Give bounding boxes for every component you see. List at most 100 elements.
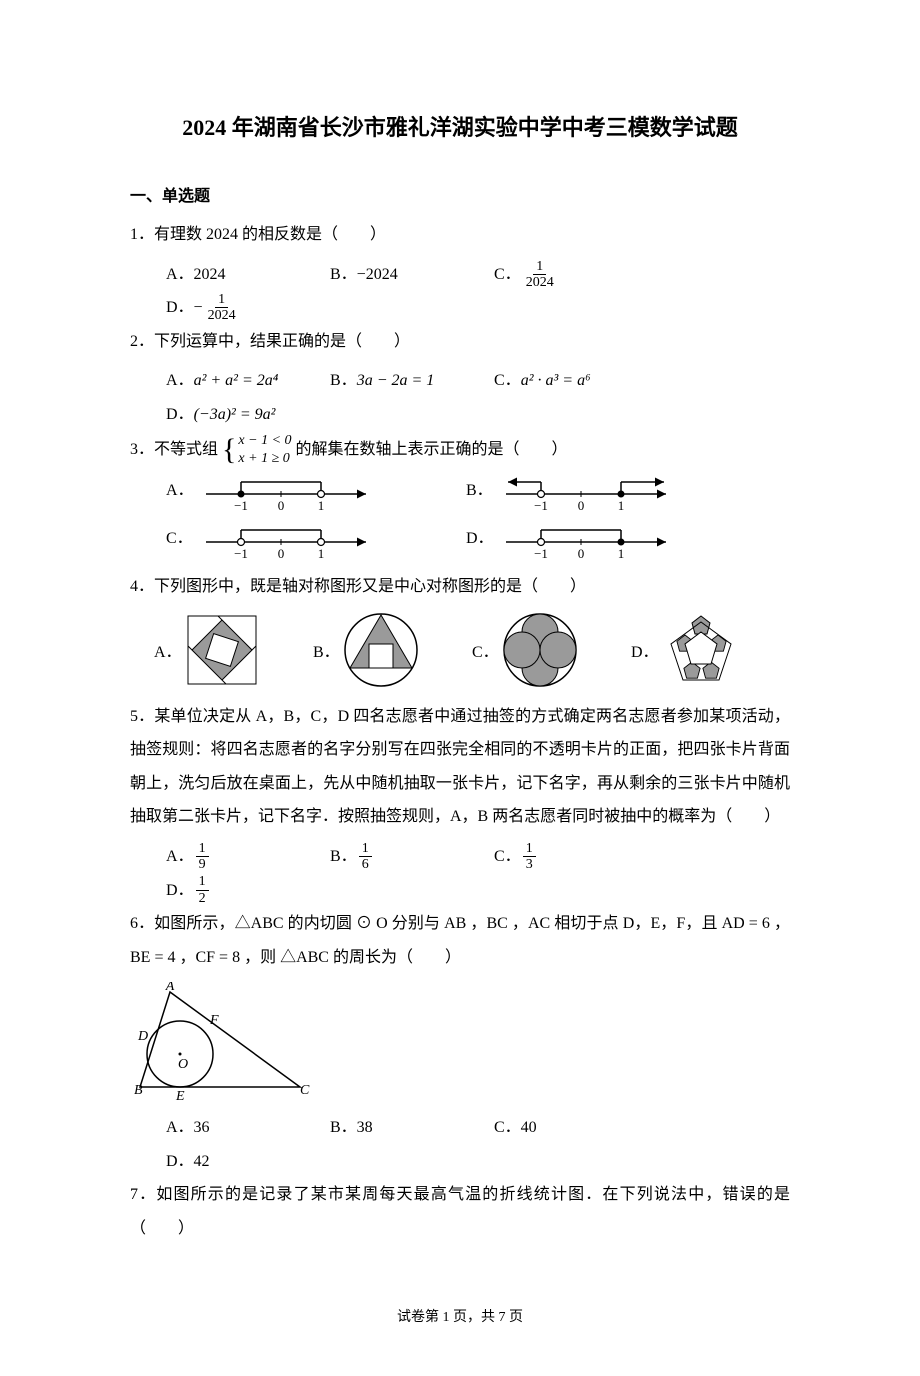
q5-stem: 5．某单位决定从 A，B，C，D 四名志愿者中通过抽签的方式确定两名志愿者参加某… [130,700,790,834]
q2-b-math: 3a − 2a = 1 [357,364,435,398]
q1-option-b: B．−2024 [330,258,490,292]
q5-d-num: 1 [196,874,209,890]
q5-d-pre: D． [166,874,194,908]
numberline-c-icon: −1 0 1 [196,522,376,564]
q3-label-b: B． [466,474,496,500]
q3-cell-d: D． −1 0 1 [466,522,766,564]
q5-a-pre: A． [166,840,194,874]
q2-options: A．a² + a² = 2a⁴ B．3a − 2a = 1 C．a² · a³ … [166,364,790,431]
svg-text:D: D [137,1029,148,1044]
q2-d-label: D． [166,398,194,432]
q6-options: A．36 B．38 C．40 D．42 [166,1111,790,1178]
svg-text:−1: −1 [234,498,248,513]
symmetry-b-icon [341,610,421,690]
q1-option-d: D．− 1 2024 [166,291,316,325]
q5-a-frac: 19 [196,841,209,873]
q3-cell-c: C． −1 0 1 [166,522,466,564]
q4-cell-d: D． [631,610,790,690]
q3-label-c: C． [166,522,196,548]
q1-option-c: C． 1 2024 [494,258,664,292]
q1-stem: 1．有理数 2024 的相反数是（ ） [130,218,790,252]
q5-b-pre: B． [330,840,357,874]
q5-c-num: 1 [523,841,536,857]
q5-b-den: 6 [359,857,372,872]
svg-text:0: 0 [578,498,585,513]
q5-a-num: 1 [196,841,209,857]
section-heading-1: 一、单选题 [130,182,790,206]
q3-ineq-2: x + 1 ≥ 0 [238,450,291,468]
q7-stem: 7．如图所示的是记录了某市某周每天最高气温的折线统计图．在下列说法中，错误的是（… [130,1178,790,1245]
q3-system: { x − 1 < 0 x + 1 ≥ 0 [222,432,292,468]
page-title: 2024 年湖南省长沙市雅礼洋湖实验中学中考三模数学试题 [130,110,790,142]
svg-text:C: C [300,1083,310,1098]
q2-b-label: B． [330,364,357,398]
q2-d-math: (−3a)² = 9a² [194,398,276,432]
q1-option-a: A．2024 [166,258,326,292]
q2-a-math: a² + a² = 2a⁴ [194,364,279,398]
q6-option-c: C．40 [494,1111,664,1145]
svg-text:0: 0 [278,498,285,513]
q3-cell-a: A． −1 0 1 [166,474,466,516]
svg-text:1: 1 [318,546,325,561]
svg-text:O: O [178,1057,188,1072]
q5-options: A． 19 B． 16 C． 13 D． 12 [166,840,790,907]
q1-c-prefix: C． [494,258,521,292]
q4-cell-a: A． [154,610,313,690]
q1-c-num: 1 [533,259,546,275]
q4-cell-c: C． [472,610,631,690]
svg-text:−1: −1 [534,546,548,561]
q5-option-d: D． 12 [166,874,316,908]
symmetry-c-icon [500,610,580,690]
q4-label-d: D． [631,638,659,662]
q2-option-b: B．3a − 2a = 1 [330,364,490,398]
q3-stem-pre: 3．不等式组 [130,440,218,457]
q3-ineq-1: x − 1 < 0 [238,432,291,450]
q2-option-c: C．a² · a³ = a⁶ [494,364,664,398]
q6-option-a: A．36 [166,1111,326,1145]
q3-row-cd: C． −1 0 1 D． [166,522,790,564]
symmetry-a-icon [182,610,262,690]
q2-option-d: D．(−3a)² = 9a² [166,398,316,432]
triangle-incircle-icon: A B C D E F O [130,982,310,1102]
q4-options: A． B． C． [154,610,790,690]
q5-a-den: 9 [196,857,209,872]
q2-stem: 2．下列运算中，结果正确的是（ ） [130,325,790,359]
q2-a-label: A． [166,364,194,398]
exam-page: 2024 年湖南省长沙市雅礼洋湖实验中学中考三模数学试题 一、单选题 1．有理数… [0,0,920,1376]
q6-figure: A B C D E F O [130,982,790,1107]
q4-cell-b: B． [313,610,472,690]
q3-label-a: A． [166,474,196,500]
q5-b-num: 1 [359,841,372,857]
svg-text:B: B [134,1083,143,1098]
q4-label-a: A． [154,638,182,662]
q2-option-a: A．a² + a² = 2a⁴ [166,364,326,398]
left-brace-icon: { [222,435,236,465]
q1-c-den: 2024 [523,275,557,290]
q5-option-a: A． 19 [166,840,326,874]
q1-d-den: 2024 [205,308,239,323]
q1-d-prefix: D．− [166,291,203,325]
q5-option-c: C． 13 [494,840,664,874]
q3-row-ab: A． −1 0 1 B． [166,474,790,516]
svg-text:1: 1 [618,546,625,561]
svg-text:−1: −1 [534,498,548,513]
numberline-b-icon: −1 0 1 [496,474,676,516]
q3-cell-b: B． −1 0 1 [466,474,766,516]
q2-c-math: a² · a³ = a⁶ [521,364,591,398]
symmetry-d-icon [659,610,743,690]
q5-d-frac: 12 [196,874,209,906]
q1-d-fraction: 1 2024 [205,292,239,324]
q3-stem: 3．不等式组 { x − 1 < 0 x + 1 ≥ 0 的解集在数轴上表示正确… [130,432,790,468]
svg-text:1: 1 [618,498,625,513]
svg-text:E: E [175,1089,185,1102]
q1-d-num: 1 [215,292,228,308]
svg-text:0: 0 [278,546,285,561]
q1-c-fraction: 1 2024 [523,259,557,291]
q2-c-label: C． [494,364,521,398]
q6-option-b: B．38 [330,1111,490,1145]
q6-stem: 6．如图所示，△ABC 的内切圆 ⊙ O 分别与 AB ，BC ，AC 相切于点… [130,907,790,974]
q5-c-frac: 13 [523,841,536,873]
numberline-d-icon: −1 0 1 [496,522,676,564]
q4-label-b: B． [313,638,341,662]
q3-label-d: D． [466,522,496,548]
